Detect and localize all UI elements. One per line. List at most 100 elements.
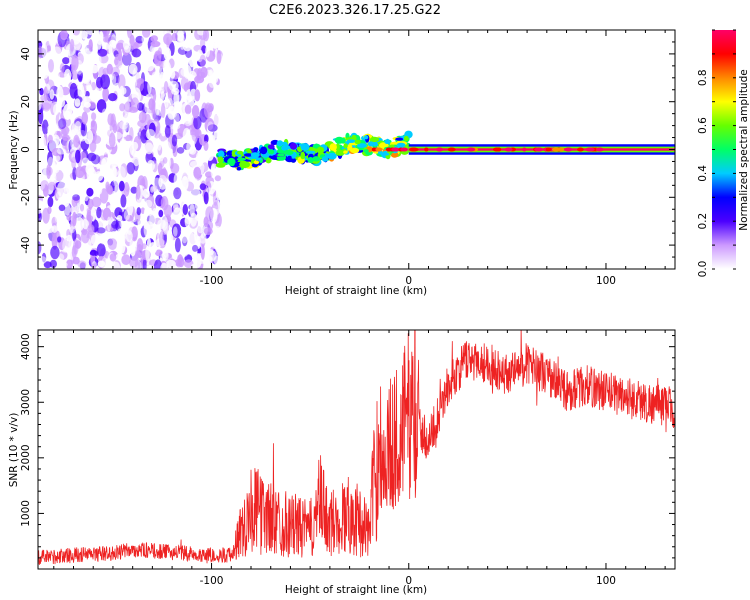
heatmap-cell [186, 140, 196, 155]
heatmap-cell [69, 38, 75, 52]
heatmap-cell [60, 30, 68, 41]
heatmap-cell [91, 135, 102, 144]
heatmap-cell [577, 147, 584, 152]
heatmap-cell [522, 147, 527, 152]
heatmap-cell [203, 227, 213, 235]
heatmap-cell [184, 214, 191, 228]
heatmap-cell [38, 46, 43, 59]
heatmap-cell [343, 150, 348, 154]
heatmap-cell [212, 225, 222, 234]
heatmap-cell [90, 120, 98, 134]
heatmap-cell [182, 204, 188, 216]
heatmap-cell [124, 45, 131, 53]
heatmap-cell [227, 157, 236, 166]
heatmap-cell [91, 81, 97, 91]
heatmap-cell [41, 43, 48, 59]
heatmap-cell [80, 122, 88, 137]
heatmap-cell [169, 70, 176, 79]
heatmap-cell [147, 79, 152, 95]
heatmap-cell [137, 78, 145, 84]
heatmap-cell [38, 211, 43, 222]
heatmap-cell [193, 166, 202, 179]
heatmap-cell [51, 233, 58, 250]
heatmap-cell [210, 163, 216, 179]
heatmap-cell [166, 156, 171, 169]
heatmap-cell [305, 150, 316, 154]
heatmap-cell [80, 30, 88, 40]
snr-x-tick-label: -100 [200, 575, 224, 587]
heatmap-cell [214, 89, 218, 101]
heatmap-cell [74, 217, 85, 232]
heatmap-cell [564, 147, 573, 152]
heatmap-cell [215, 31, 221, 46]
heatmap-cell [350, 147, 360, 154]
heatmap-cell [110, 166, 118, 179]
heatmap-cell [109, 253, 117, 262]
heatmap-cell [174, 237, 181, 253]
heatmap-cell [38, 256, 47, 264]
heatmap-cell [395, 137, 404, 141]
heatmap-cell [289, 142, 298, 150]
heatmap-cell [159, 231, 164, 247]
heatmap-cell [466, 147, 476, 152]
heatmap-cell [123, 209, 130, 221]
heatmap-cell [131, 141, 139, 151]
heatmap-cell [181, 55, 187, 70]
spectrogram-panel: -100 0 100 -40 -20 0 20 40 Height of straight l… [8, 29, 676, 297]
heatmap-cell [194, 253, 202, 268]
heatmap-cell [363, 149, 369, 153]
heatmap-cell [61, 134, 71, 141]
heatmap-cell [110, 191, 117, 205]
heatmap-cell [206, 147, 214, 161]
heatmap-cell [346, 139, 356, 143]
heatmap-cell [101, 108, 108, 123]
heatmap-cell [191, 105, 200, 119]
heatmap-cell [300, 143, 310, 151]
heatmap-cell [119, 120, 129, 130]
heatmap-cell [199, 183, 207, 191]
heatmap-cell [400, 147, 409, 152]
heatmap-y-tick-label: 20 [20, 95, 32, 108]
heatmap-cell [153, 259, 163, 269]
heatmap-cell [81, 229, 90, 244]
heatmap-cell [180, 172, 191, 181]
colorbar-tick-label: 0.6 [697, 117, 709, 134]
heatmap-cell [38, 157, 45, 170]
snr-x-tick-label: 0 [405, 575, 412, 587]
heatmap-cell [106, 98, 116, 113]
snr-axes: -100 0 100 1000 2000 3000 4000 [20, 330, 675, 587]
heatmap-cell [243, 153, 253, 157]
heatmap-cell [39, 136, 47, 153]
heatmap-cell [88, 198, 94, 211]
heatmap-cell [179, 156, 189, 163]
heatmap-cell [66, 234, 72, 242]
heatmap-cell [42, 102, 51, 110]
heatmap-cell [110, 155, 120, 168]
heatmap-x-tick-label: -100 [200, 275, 224, 287]
colorbar-tick-label: 0.8 [697, 69, 709, 86]
heatmap-cell [68, 129, 76, 139]
heatmap-cell [126, 30, 133, 39]
heatmap-cell [72, 194, 80, 201]
heatmap-cell [160, 262, 168, 269]
colorbar-label: Normalized spectral amplitude [738, 69, 750, 230]
heatmap-cell [150, 35, 158, 42]
heatmap-cell [214, 208, 220, 215]
heatmap-cell [182, 40, 192, 52]
heatmap-cell [91, 196, 102, 208]
heatmap-cell [39, 87, 44, 96]
heatmap-cell [138, 111, 147, 124]
heatmap-cell [130, 186, 138, 194]
heatmap-cell [86, 215, 94, 222]
heatmap-cell [194, 89, 201, 102]
heatmap-cell [49, 89, 55, 100]
figure-title: C2E6.2023.326.17.25.G22 [269, 3, 441, 18]
heatmap-cell [162, 59, 171, 72]
heatmap-cell [157, 47, 163, 59]
heatmap-cell [267, 144, 275, 150]
heatmap-cell [102, 86, 110, 102]
heatmap-cell [42, 119, 49, 135]
heatmap-cell [316, 146, 325, 154]
heatmap-cell [160, 195, 169, 211]
